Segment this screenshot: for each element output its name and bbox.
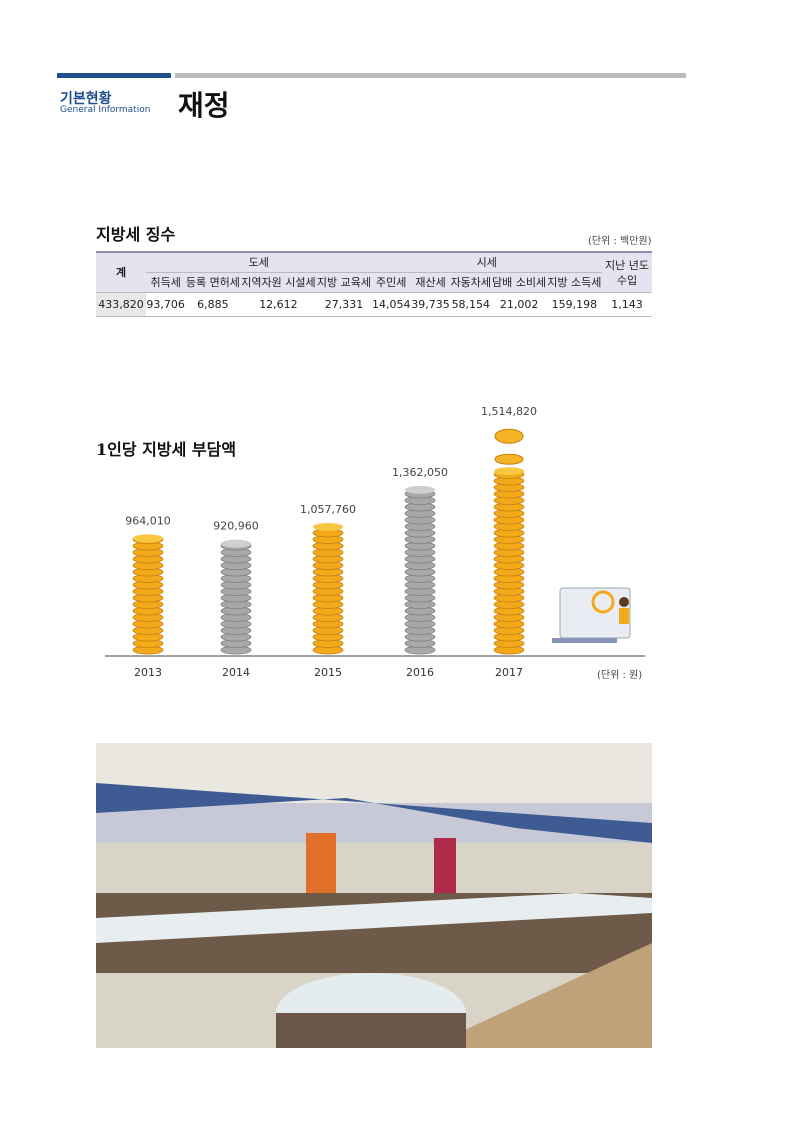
- table-title: 지방세 징수: [96, 225, 176, 244]
- chart-unit: (단위 : 원): [597, 670, 643, 681]
- person-body: [619, 608, 629, 624]
- coin-top: [313, 522, 343, 531]
- column-header: 취득세: [146, 272, 186, 293]
- section-label: 기본현황: [60, 91, 112, 107]
- x-tick-label: 2017: [495, 666, 523, 679]
- column-header: 지방 교육세: [316, 272, 372, 293]
- flying-coin: [494, 428, 524, 444]
- cell-total: 433,820: [96, 292, 146, 317]
- coin-top: [133, 534, 163, 543]
- x-tick-label: 2014: [222, 666, 250, 679]
- x-tick-label: 2015: [314, 666, 342, 679]
- laptop-icon: [552, 638, 617, 643]
- header-last-year: 지난 년도 수입: [602, 251, 652, 293]
- table-cell: 93,706: [146, 292, 186, 317]
- column-header: 지역자원 시설세: [240, 272, 317, 293]
- coin-top: [494, 467, 524, 476]
- table-unit: (단위 : 백만원): [588, 236, 652, 247]
- data-label: 1,362,050: [392, 466, 448, 479]
- coin-stack-2016: [404, 489, 436, 655]
- coin-stack-2015: [312, 528, 344, 655]
- chart-title: 1인당 지방세 부담액: [96, 440, 237, 459]
- x-tick-label: 2013: [134, 666, 162, 679]
- column-header: 지방 소득세: [546, 272, 602, 293]
- column-header: 재산세: [410, 272, 451, 293]
- data-label: 1,514,820: [481, 405, 537, 418]
- coin-stack-chart: 964,010 2013 920,960 2014 1,057,760 2015 1,362…: [105, 405, 645, 679]
- table-cell: 6,885: [185, 292, 241, 317]
- table-cell: 14,054: [371, 292, 411, 317]
- coin-stack-2013: [132, 535, 164, 655]
- civil-service-office-photo: [96, 743, 652, 1048]
- coin-stack-2017: [493, 470, 525, 655]
- data-label: 964,010: [125, 514, 171, 527]
- header-rule-blue: [57, 73, 171, 78]
- flying-coin: [494, 453, 524, 465]
- column-header: 주민세: [371, 272, 411, 293]
- x-tick-label: 2016: [406, 666, 434, 679]
- magnifier-icon: [591, 590, 615, 614]
- column-header: 담배 소비세: [491, 272, 547, 293]
- section-label-en: General Information: [60, 105, 151, 115]
- header-total: 계: [96, 251, 146, 293]
- person-icon: [619, 597, 629, 607]
- table-cell: 27,331: [316, 292, 372, 317]
- data-label: 1,057,760: [300, 503, 356, 516]
- coin-top: [221, 539, 251, 548]
- coin-stack-2014: [220, 541, 252, 655]
- header-si-tax: 시세: [371, 251, 602, 273]
- column-header: 등록 면허세: [185, 272, 241, 293]
- coin-top: [405, 485, 435, 494]
- table-cell: 12,612: [240, 292, 317, 317]
- page-title: 재정: [178, 89, 230, 122]
- table-cell: 21,002: [491, 292, 547, 317]
- column-header: 자동차세: [450, 272, 492, 293]
- tax-table: 계 도세 시세 지난 년도 수입 취득세 등록 면허세 지역자원 시설세 지방 교육세…: [96, 251, 652, 317]
- table-cell: 159,198: [546, 292, 602, 317]
- table-cell: 1,143: [602, 292, 652, 317]
- header-rule-gray: [175, 73, 686, 78]
- header-do-tax: 도세: [146, 251, 372, 273]
- data-label: 920,960: [213, 520, 259, 533]
- table-cell: 58,154: [450, 292, 492, 317]
- table-cell: 39,735: [410, 292, 451, 317]
